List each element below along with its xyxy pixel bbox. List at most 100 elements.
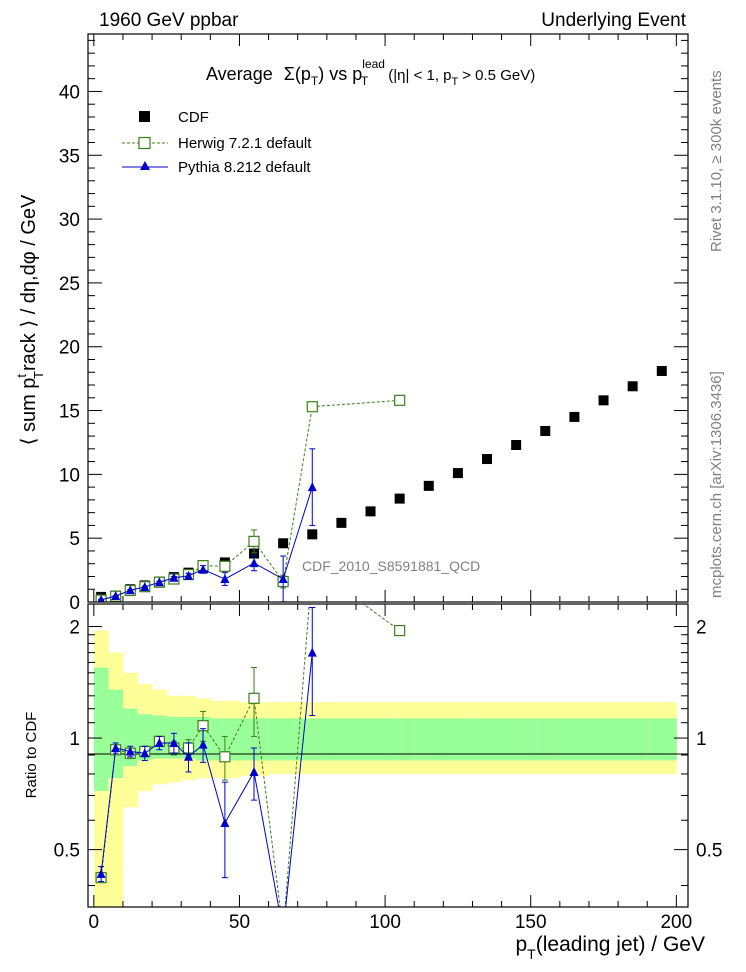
axes-layer: 0 5 10 15 20 25 30 35 40 0 50 100 150 200 0.5 0.5 1 1 2 2: [54, 34, 722, 933]
band-inner-segment: [385, 718, 415, 761]
band-inner-segment: [108, 689, 124, 779]
legend-pythia-label: Pythia 8.212 default: [178, 159, 311, 176]
main-cdf-point: [511, 440, 522, 451]
xlabel-rest: (leading jet) / GeV: [536, 933, 705, 956]
ratio-herwig-point: [278, 927, 288, 937]
band-inner-segment: [443, 718, 473, 761]
ratio-pythia-point: [249, 766, 259, 776]
x-axis-label: pT(leading jet) / GeV: [515, 933, 705, 962]
band-inner-segment: [414, 718, 444, 761]
main-herwig-point: [248, 535, 260, 547]
title-sigma: Σ(p: [284, 64, 311, 84]
main-cdf-point: [249, 548, 260, 559]
main-cdf-point: [307, 529, 318, 540]
ratio-pythia-point: [125, 746, 135, 756]
ratio-herwig-point: [248, 692, 260, 704]
main-pythia-point: [125, 585, 135, 595]
main-cdf-point: [540, 425, 551, 436]
band-inner-segment: [297, 718, 328, 761]
main-y-tick-label: 0: [69, 593, 80, 614]
x-tick-label: 100: [369, 912, 401, 933]
ratio-y-label: Ratio to CDF: [23, 712, 40, 799]
ratio-y-tick-label-right: 0.5: [696, 841, 722, 862]
band-inner-segment: [530, 718, 561, 761]
main-pythia-point: [278, 574, 288, 584]
band-inner-segment: [618, 718, 648, 761]
main-y-tick-label: 10: [59, 465, 80, 486]
main-pythia-point: [140, 581, 150, 591]
main-cdf-point: [452, 468, 463, 479]
ratio-pythia-line: [100, 652, 313, 907]
main-cdf-point: [423, 480, 434, 491]
ratio-y-tick-label-right: 1: [696, 729, 707, 750]
title-cuts: (|η| < 1, p: [388, 67, 451, 84]
main-series-layer: [95, 365, 667, 602]
ratio-pythia-point: [307, 647, 317, 657]
title-average: Average: [206, 64, 273, 84]
title-sub-t3: T: [452, 76, 459, 88]
main-cdf-point: [394, 493, 405, 504]
ylabel-rest: rack ⟩ / dη,dφ / GeV: [18, 194, 40, 371]
x-tick-label: 150: [515, 912, 547, 933]
ratio-y-tick-label: 2: [69, 617, 80, 638]
xlabel-sub: T: [527, 946, 536, 962]
band-inner-segment: [93, 667, 109, 791]
mcplots-label: mcplots.cern.ch [arXiv:1306.3436]: [708, 371, 725, 598]
ratio-pythia-point: [154, 737, 164, 747]
xlabel-p: p: [515, 933, 527, 956]
ratio-pythia-point: [279, 927, 288, 936]
main-herwig-point: [219, 560, 231, 572]
main-cdf-point: [365, 506, 376, 517]
band-inner-segment: [355, 718, 386, 761]
band-inner-segment: [647, 718, 677, 761]
x-tick-label: 0: [89, 912, 100, 933]
main-pythia-point: [97, 594, 105, 602]
x-tick-label: 200: [660, 912, 692, 933]
main-y-tick-label: 40: [59, 82, 80, 103]
rivet-label: Rivet 3.1.10, ≥ 300k events: [708, 70, 725, 252]
main-frame: [87, 33, 689, 603]
chart-title: Average Σ(pT) vs plead T (|η| < 1, pT > 0.5…: [206, 57, 535, 88]
main-y-tick-label: 35: [59, 146, 80, 167]
main-y-tick-label: 30: [59, 210, 80, 231]
main-cdf-point: [656, 365, 667, 376]
header-right: Underlying Event: [541, 10, 686, 31]
band-inner-segment: [501, 718, 532, 761]
band-inner-segment: [268, 718, 299, 761]
main-y-tick-label: 20: [59, 338, 80, 359]
main-pythia-point: [307, 482, 317, 492]
legend-cdf-label: CDF: [178, 109, 209, 126]
ratio-uncertainty-bands: [93, 630, 677, 907]
ratio-y-tick-label: 1: [69, 729, 80, 750]
main-pythia-point: [169, 572, 179, 582]
main-pythia-point: [220, 574, 230, 584]
main-y-tick-label: 25: [59, 274, 80, 295]
header-left: 1960 GeV ppbar: [99, 10, 239, 31]
ratio-pythia-point: [198, 739, 208, 749]
legend: CDF Herwig 7.2.1 default Pythia 8.212 de…: [122, 109, 312, 176]
ratio-pythia-point: [169, 737, 179, 747]
ratio-y-tick-label-right: 2: [696, 617, 707, 638]
band-inner-segment: [588, 718, 619, 761]
main-cdf-point: [336, 517, 347, 528]
analysis-watermark: CDF_2010_S8591881_QCD: [302, 558, 480, 574]
title-vs: ) vs p: [318, 64, 362, 84]
band-inner-segment: [472, 718, 503, 761]
band-inner-segment: [559, 718, 590, 761]
main-pythia-point: [183, 570, 193, 580]
main-y-label: ⟨ sum pt Track ⟩ / dη,dφ / GeV: [14, 194, 46, 445]
main-y-tick-label: 15: [59, 402, 80, 423]
ratio-herwig-point: [219, 751, 231, 763]
title-sub-t: T: [311, 74, 319, 88]
legend-cdf-marker: [139, 111, 150, 122]
main-cdf-point: [482, 454, 493, 465]
band-inner-segment: [326, 718, 357, 761]
ratio-pythia-point: [140, 748, 150, 758]
x-tick-label: 50: [229, 912, 250, 933]
ratio-pythia-point: [111, 743, 121, 753]
main-pythia-point: [154, 577, 164, 587]
ratio-y-tick-label: 0.5: [54, 841, 80, 862]
main-pythia-point: [111, 591, 121, 601]
ratio-pythia-point: [183, 751, 193, 761]
